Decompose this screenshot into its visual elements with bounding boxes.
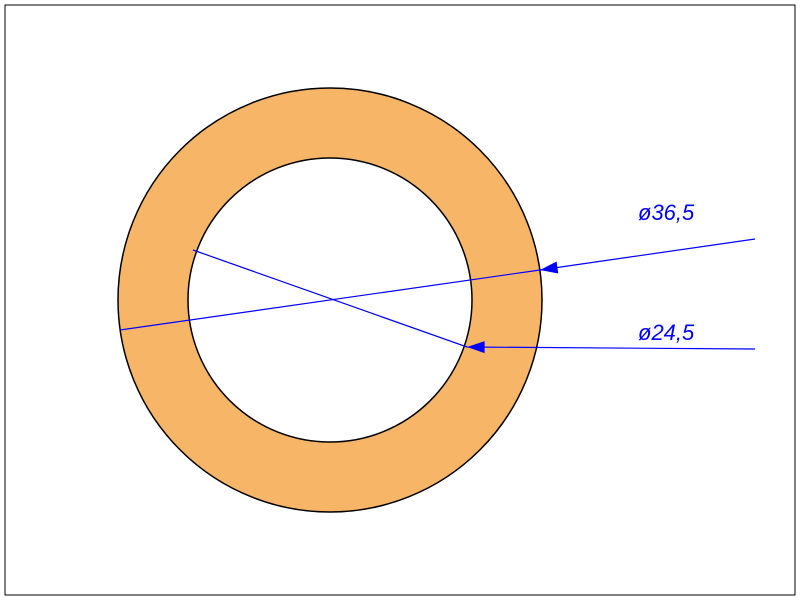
inner-diameter-label: ø24,5 <box>638 320 695 345</box>
outer-dim-arrow <box>540 262 558 274</box>
outer-diameter-label: ø36,5 <box>638 200 695 225</box>
diagram-canvas: ø36,5 ø24,5 <box>0 0 800 600</box>
outer-dim-leader <box>120 239 755 330</box>
outer-diameter-dimension: ø36,5 <box>120 200 755 330</box>
